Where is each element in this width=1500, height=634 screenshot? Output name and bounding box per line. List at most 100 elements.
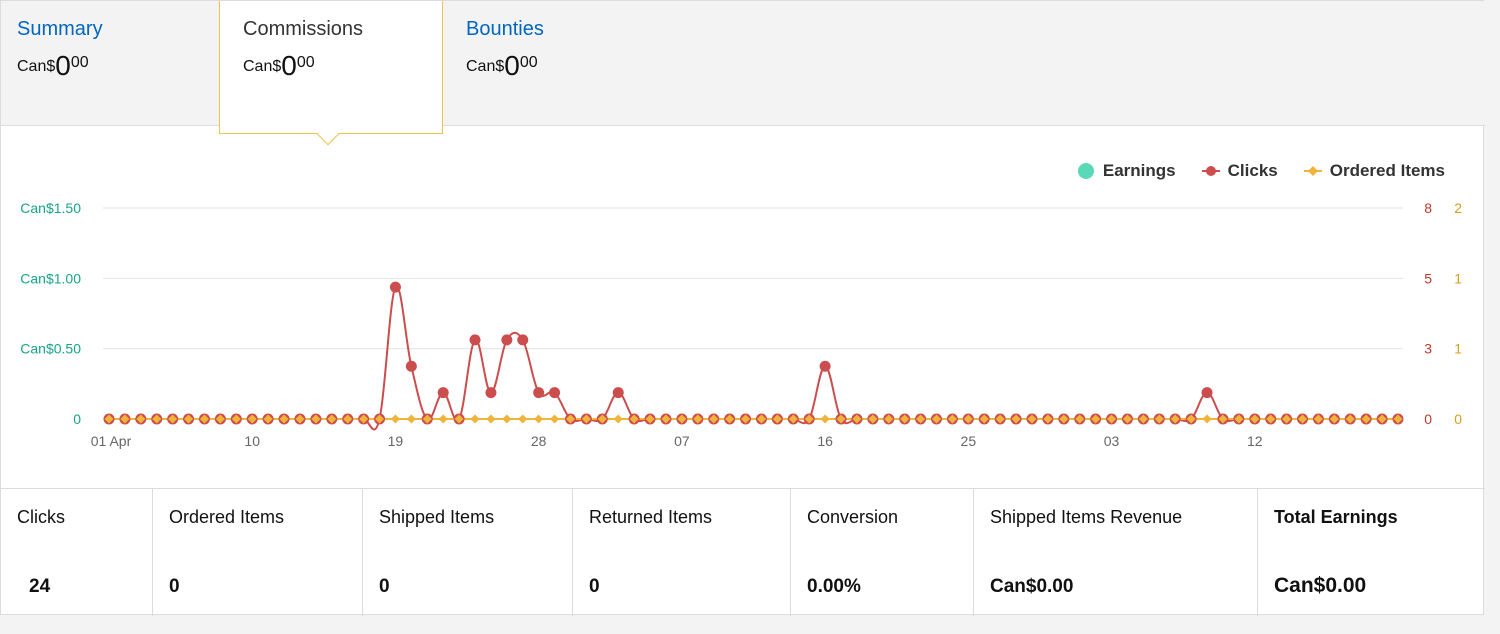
ordered-items-point: [1313, 414, 1323, 424]
stat-shipped-revenue: Shipped Items Revenue Can$0.00: [974, 489, 1258, 616]
x-tick-label: 07: [674, 433, 690, 449]
amount-whole: 0: [504, 50, 520, 81]
right-axis-clicks-label: 8: [1424, 200, 1432, 216]
left-axis-label: Can$0.50: [20, 341, 81, 357]
clicks-point: [517, 334, 529, 346]
report-panel: Summary Can$000 Commissions Can$000 Boun…: [0, 0, 1485, 616]
tab-bounties-title[interactable]: Bounties: [466, 18, 544, 40]
ordered-items-point: [470, 414, 480, 424]
ordered-items-point: [1282, 414, 1292, 424]
ordered-items-point: [788, 414, 798, 424]
tab-commissions-amount: Can$000: [243, 49, 442, 81]
left-axis-label: 0: [73, 411, 81, 427]
ordered-items-point: [1250, 414, 1260, 424]
tab-summary-title[interactable]: Summary: [17, 18, 103, 40]
x-tick-label: 01 Apr: [91, 433, 132, 449]
legend-clicks-marker: [1201, 166, 1220, 176]
ordered-items-point: [438, 414, 448, 424]
legend-clicks-label: Clicks: [1227, 161, 1278, 180]
amount-cents: 00: [70, 54, 89, 71]
ordered-items-point: [247, 414, 257, 424]
stat-conversion-value: 0.00%: [807, 576, 861, 597]
clicks-point: [612, 387, 624, 399]
ordered-items-point: [1202, 414, 1212, 424]
ordered-items-point: [1298, 414, 1308, 424]
right-axis-items-label: 1: [1454, 341, 1462, 357]
clicks-point: [405, 360, 417, 372]
ordered-items-point: [947, 414, 957, 424]
ordered-items-point: [502, 414, 512, 424]
ordered-items-point: [231, 414, 241, 424]
left-axis-label: Can$1.00: [20, 270, 81, 286]
stat-total-earnings-label: Total Earnings: [1274, 507, 1398, 527]
ordered-items-point: [1345, 414, 1355, 424]
currency-prefix: Can$: [243, 58, 282, 75]
ordered-items-point: [756, 414, 766, 424]
stat-ordered-items: Ordered Items 0: [153, 489, 363, 616]
ordered-items-point: [422, 414, 432, 424]
stat-shipped-revenue-value: Can$0.00: [990, 576, 1074, 597]
tab-bounties-amount: Can$000: [466, 49, 667, 81]
x-tick-label: 25: [961, 433, 977, 449]
ordered-items-point: [311, 414, 321, 424]
x-tick-label: 03: [1104, 433, 1120, 449]
ordered-items-point: [168, 414, 178, 424]
amount-cents: 00: [296, 54, 315, 71]
tab-bounties[interactable]: Bounties Can$000: [443, 1, 667, 126]
ordered-items-point: [215, 414, 225, 424]
legend-ordered-items-label: Ordered Items: [1329, 161, 1445, 180]
legend-earnings[interactable]: Earnings: [1077, 161, 1176, 181]
clicks-series-line: [109, 285, 1398, 431]
amount-whole: 0: [281, 50, 297, 81]
ordered-items-point: [613, 414, 623, 424]
ordered-items-point: [1170, 414, 1180, 424]
amount-cents: 00: [519, 54, 538, 71]
ordered-items-point: [629, 414, 639, 424]
ordered-items-point: [359, 414, 369, 424]
stat-clicks-label: Clicks: [17, 507, 65, 527]
stat-shipped-items-label: Shipped Items: [379, 507, 495, 527]
ordered-items-point: [390, 414, 400, 424]
ordered-items-point: [199, 414, 209, 424]
ordered-items-point: [1043, 414, 1053, 424]
ordered-items-point: [597, 414, 607, 424]
right-axis-clicks-label: 3: [1424, 341, 1432, 357]
legend-ordered-items-marker: [1303, 166, 1322, 176]
ordered-items-point: [963, 414, 973, 424]
right-axis-clicks-label: 0: [1424, 411, 1432, 427]
tab-commissions[interactable]: Commissions Can$000: [219, 1, 443, 134]
clicks-point: [819, 360, 831, 372]
ordered-items-point: [1361, 414, 1371, 424]
x-tick-label: 12: [1247, 433, 1263, 449]
right-axis-items-label: 1: [1454, 270, 1462, 286]
ordered-items-point: [534, 414, 544, 424]
currency-prefix: Can$: [466, 58, 505, 75]
stat-clicks-value: 24: [29, 576, 51, 597]
x-tick-label: 28: [531, 433, 547, 449]
stat-shipped-items: Shipped Items 0: [363, 489, 573, 616]
ordered-items-point: [375, 414, 385, 424]
tab-commissions-title[interactable]: Commissions: [243, 18, 364, 40]
right-axis-clicks-label: 5: [1424, 270, 1432, 286]
ordered-items-point: [1059, 414, 1069, 424]
ordered-items-point: [1234, 414, 1244, 424]
ordered-items-point: [645, 414, 655, 424]
tab-summary[interactable]: Summary Can$000: [1, 1, 219, 126]
summary-tabs: Summary Can$000 Commissions Can$000 Boun…: [1, 1, 1485, 134]
ordered-items-point: [343, 414, 353, 424]
ordered-items-point: [279, 414, 289, 424]
stat-ordered-items-label: Ordered Items: [169, 507, 285, 527]
stat-returned-items-value: 0: [589, 576, 600, 597]
legend-clicks[interactable]: Clicks: [1201, 161, 1278, 181]
ordered-items-point: [454, 414, 464, 424]
ordered-items-point: [1027, 414, 1037, 424]
ordered-items-point: [709, 414, 719, 424]
ordered-items-point: [1091, 414, 1101, 424]
ordered-items-point: [1266, 414, 1276, 424]
ordered-items-point: [693, 414, 703, 424]
legend-ordered-items[interactable]: Ordered Items: [1303, 161, 1445, 181]
ordered-items-point: [295, 414, 305, 424]
stat-returned-items-label: Returned Items: [589, 507, 713, 527]
ordered-items-point: [741, 414, 751, 424]
